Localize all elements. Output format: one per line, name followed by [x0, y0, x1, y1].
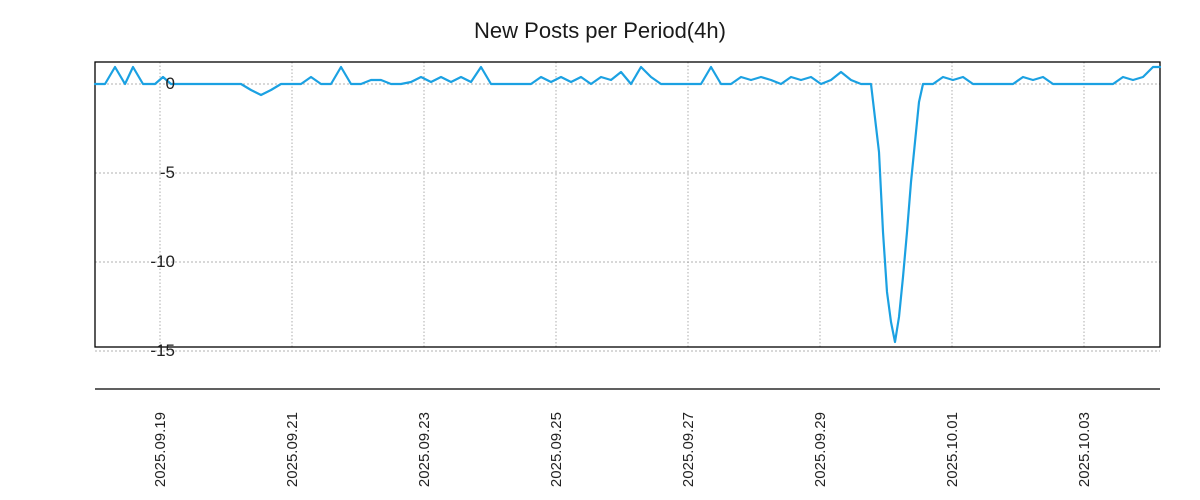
chart-root: New Posts per Period(4h): [0, 0, 1200, 500]
x-axis-tick-5: 2025.09.29: [812, 412, 829, 487]
y-axis-tick-1: -5: [95, 163, 175, 183]
x-axis-tick-1: 2025.09.21: [284, 412, 301, 487]
x-axis-tick-7: 2025.10.03: [1076, 412, 1093, 487]
x-axis-tick-2: 2025.09.23: [416, 412, 433, 487]
chart-svg: [95, 62, 1160, 347]
x-axis-tick-4: 2025.09.27: [680, 412, 697, 487]
x-axis-tick-0: 2025.09.19: [152, 412, 169, 487]
horizontal-gridlines: [95, 84, 1160, 351]
x-axis-tick-6: 2025.10.01: [944, 412, 961, 487]
chart-title: New Posts per Period(4h): [0, 18, 1200, 44]
y-axis-tick-2: -10: [95, 252, 175, 272]
vertical-gridlines: [160, 62, 1084, 347]
y-axis-tick-3: -15: [95, 341, 175, 361]
x-axis-tick-3: 2025.09.25: [548, 412, 565, 487]
plot-area: 0 -5 -10 -15 2025.09.19 2025.09.21 2025.…: [95, 62, 1160, 347]
plot-border: [95, 62, 1160, 347]
y-axis-tick-0: 0: [95, 74, 175, 94]
data-series-line: [95, 67, 1160, 342]
